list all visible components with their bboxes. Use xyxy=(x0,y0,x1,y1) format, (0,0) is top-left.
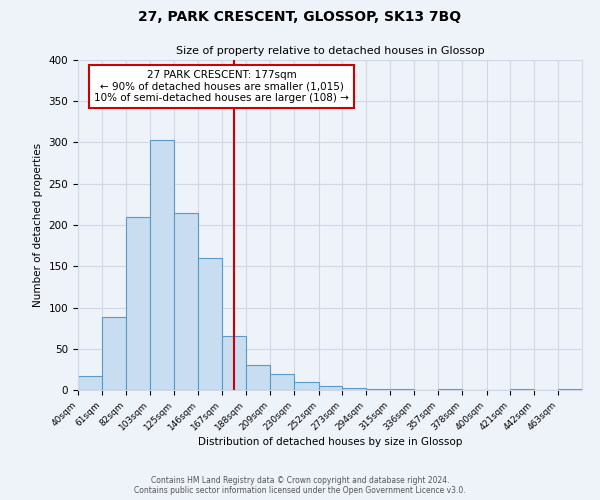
X-axis label: Distribution of detached houses by size in Glossop: Distribution of detached houses by size … xyxy=(198,438,462,448)
Bar xyxy=(222,336,246,390)
Bar xyxy=(343,388,367,390)
Bar xyxy=(438,389,461,390)
Text: 27, PARK CRESCENT, GLOSSOP, SK13 7BQ: 27, PARK CRESCENT, GLOSSOP, SK13 7BQ xyxy=(139,10,461,24)
Bar xyxy=(102,316,125,390)
Bar xyxy=(78,376,102,390)
Bar xyxy=(558,389,582,390)
Bar xyxy=(390,389,414,390)
Bar xyxy=(125,217,149,390)
Bar xyxy=(511,389,535,390)
Bar xyxy=(149,140,175,390)
Bar xyxy=(199,258,222,390)
Y-axis label: Number of detached properties: Number of detached properties xyxy=(33,143,43,307)
Text: Contains HM Land Registry data © Crown copyright and database right 2024.
Contai: Contains HM Land Registry data © Crown c… xyxy=(134,476,466,495)
Bar xyxy=(319,386,343,390)
Bar xyxy=(293,382,319,390)
Bar xyxy=(270,374,293,390)
Bar xyxy=(246,365,270,390)
Title: Size of property relative to detached houses in Glossop: Size of property relative to detached ho… xyxy=(176,46,484,56)
Bar xyxy=(175,212,199,390)
Text: 27 PARK CRESCENT: 177sqm
← 90% of detached houses are smaller (1,015)
10% of sem: 27 PARK CRESCENT: 177sqm ← 90% of detach… xyxy=(94,70,349,103)
Bar xyxy=(367,389,390,390)
